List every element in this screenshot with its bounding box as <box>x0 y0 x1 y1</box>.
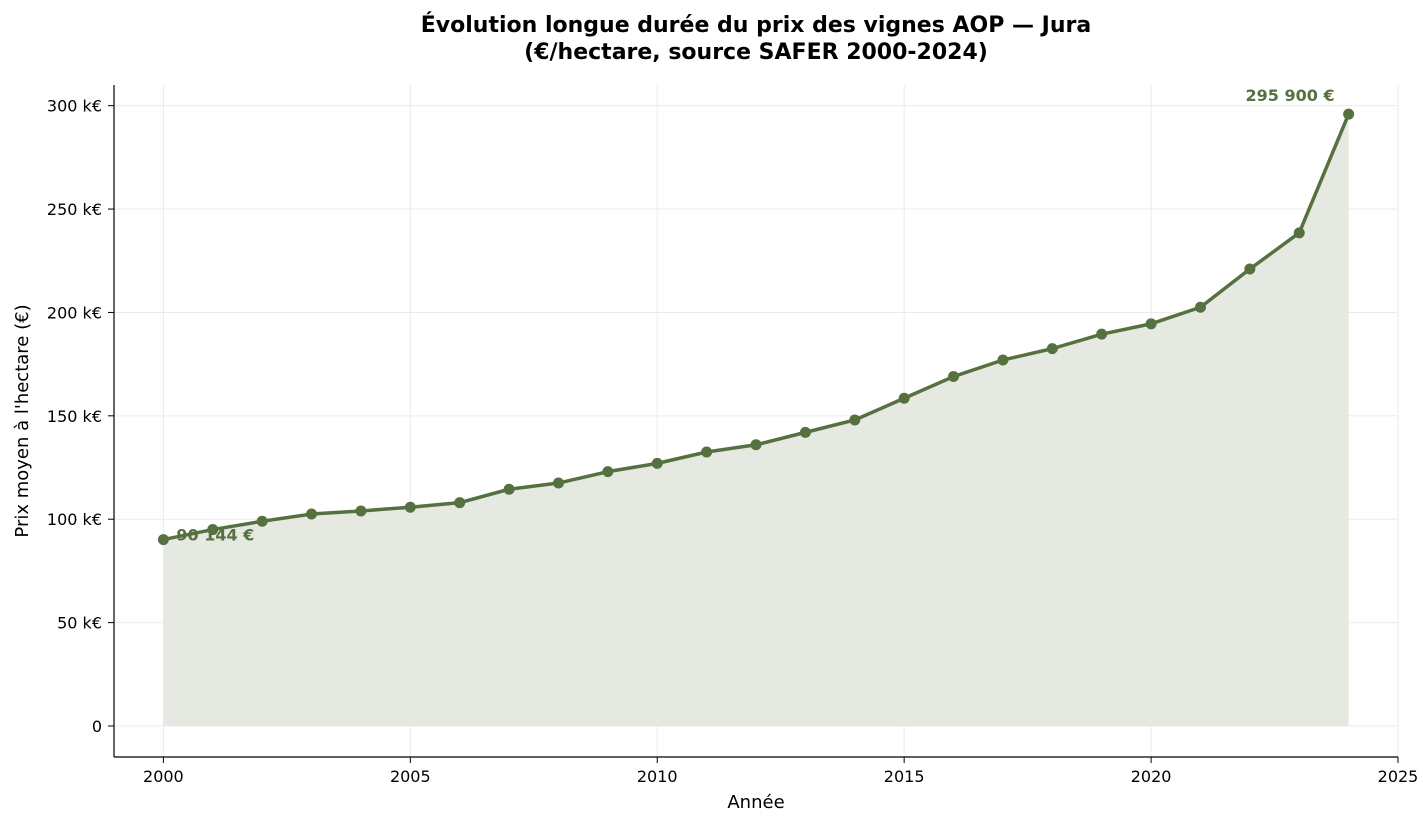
data-point <box>602 466 614 478</box>
data-point <box>1145 318 1157 330</box>
data-point <box>306 508 318 520</box>
y-axis-ticks: 0 50 k€ 100 k€ 150 k€ 200 k€ 250 k€ 300 k€ <box>47 97 114 736</box>
data-point <box>207 524 219 536</box>
axes <box>113 85 1398 758</box>
data-point <box>1293 227 1305 239</box>
data-point <box>404 501 416 513</box>
x-tick-label: 2005 <box>390 767 431 786</box>
y-tick-label: 300 k€ <box>47 97 102 116</box>
data-point <box>1046 343 1058 355</box>
annotation-label: 295 900 € <box>1246 86 1335 105</box>
x-tick-label: 2025 <box>1378 767 1419 786</box>
data-point <box>997 354 1009 366</box>
data-point <box>651 457 663 469</box>
y-tick-label: 150 k€ <box>47 407 102 426</box>
y-tick-label: 0 <box>92 717 102 736</box>
data-point <box>355 505 367 517</box>
area-fill <box>163 114 1349 726</box>
chart-title-line-2: (€/hectare, source SAFER 2000-2024) <box>524 40 988 65</box>
x-tick-label: 2000 <box>143 767 184 786</box>
annotation-label: 90 144 € <box>176 526 254 545</box>
annotations: 90 144 € 295 900 € <box>176 86 1334 544</box>
y-tick-label: 100 k€ <box>47 510 102 529</box>
data-point <box>701 446 713 458</box>
data-point <box>898 392 910 404</box>
data-point <box>256 515 268 527</box>
data-point <box>157 534 169 546</box>
x-tick-label: 2015 <box>884 767 925 786</box>
data-point <box>1096 328 1108 340</box>
data-point <box>799 426 811 438</box>
data-point <box>948 371 960 383</box>
x-axis-label: Année <box>727 792 784 813</box>
data-point <box>750 439 762 451</box>
series-area <box>163 114 1349 726</box>
x-tick-label: 2020 <box>1131 767 1172 786</box>
data-series <box>157 108 1355 546</box>
data-point <box>454 497 466 509</box>
y-tick-label: 200 k€ <box>47 303 102 322</box>
chart-title-line-1: Évolution longue durée du prix des vigne… <box>421 12 1091 38</box>
y-tick-label: 250 k€ <box>47 200 102 219</box>
data-point <box>552 477 564 489</box>
data-point <box>1194 301 1206 313</box>
y-tick-label: 50 k€ <box>57 614 102 633</box>
data-point <box>503 483 515 495</box>
x-tick-label: 2010 <box>637 767 678 786</box>
data-point <box>1343 108 1355 120</box>
data-point <box>849 414 861 426</box>
data-point <box>1244 263 1256 275</box>
x-axis-ticks: 2000 2005 2010 2015 2020 2025 <box>143 757 1418 786</box>
y-axis-label: Prix moyen à l'hectare (€) <box>12 304 33 537</box>
